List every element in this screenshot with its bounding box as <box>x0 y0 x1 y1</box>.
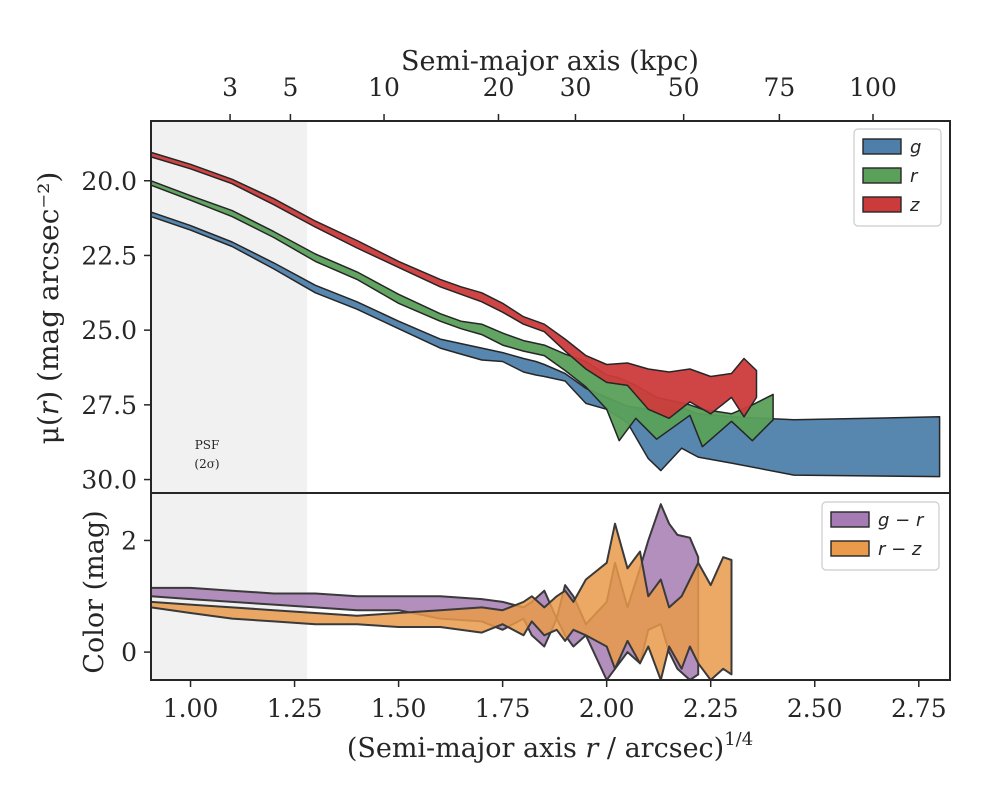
x-tick-label: 1.75 <box>475 694 531 723</box>
top-legend-label: g <box>910 137 921 158</box>
kpc-tick-label: 30 <box>560 73 592 102</box>
x-axis-label: (Semi-major axis r / arcsec)1/4 <box>347 729 753 764</box>
y-tick-label: 27.5 <box>81 391 137 420</box>
kpc-tick-label: 10 <box>368 73 400 102</box>
bottom-legend-swatch <box>830 540 870 557</box>
top-kpc-ticks: 3 5 10 20 30 50 75 100 <box>222 73 897 121</box>
bottom-x-ticks: 1.00 1.25 1.50 1.75 2.00 2.25 2.50 2.75 <box>163 680 947 723</box>
band-g <box>150 211 941 478</box>
bottom-y-axis-label: Color (mag) <box>79 510 110 673</box>
bottom-y-ticks: 02 <box>121 526 151 667</box>
top-y-axis-label: μ(r) (mag arcsec⁻²) <box>32 172 65 445</box>
kpc-tick-label: 20 <box>483 73 515 102</box>
kpc-tick-label: 3 <box>222 73 238 102</box>
top-legend-swatch <box>862 138 902 155</box>
psf-region <box>151 121 308 493</box>
bottom-panel-frame <box>150 492 951 681</box>
top-legend-label: r <box>910 166 919 187</box>
x-tick-label: 2.75 <box>891 694 947 723</box>
kpc-tick-label: 75 <box>763 73 795 102</box>
psf-label-line2: (2σ) <box>194 457 219 471</box>
x-tick-label: 2.50 <box>787 694 843 723</box>
bottom-series-group <box>150 503 733 681</box>
color-y-tick-label: 2 <box>121 526 137 555</box>
y-tick-label: 30.0 <box>81 466 137 495</box>
kpc-tick-label: 5 <box>282 73 298 102</box>
color-y-tick-label: 0 <box>121 638 137 667</box>
y-tick-label: 22.5 <box>81 241 137 270</box>
bottom-legend-label: g − r <box>878 510 925 531</box>
psf-label-line1: PSF <box>195 438 220 452</box>
top-series-group <box>150 151 941 478</box>
x-tick-label: 1.00 <box>163 694 219 723</box>
x-tick-label: 2.25 <box>683 694 739 723</box>
bottom-legend-swatch <box>830 511 870 528</box>
kpc-tick-label: 100 <box>849 73 897 102</box>
top-legend-label: z <box>909 195 920 216</box>
x-tick-label: 2.00 <box>579 694 635 723</box>
top-y-ticks: 20.0 22.5 25.0 27.5 30.0 <box>81 167 151 495</box>
top-axis-label: Semi-major axis (kpc) <box>401 46 699 77</box>
bottom-panel: 02 1.00 1.25 1.50 1.75 2.00 2.25 2.50 2.75 Colo… <box>79 492 951 723</box>
kpc-tick-label: 50 <box>668 73 700 102</box>
psf-region-bottom <box>151 493 308 680</box>
top-legend: grz <box>853 128 942 227</box>
bottom-legend-label: r − z <box>878 539 922 560</box>
x-tick-label: 1.25 <box>267 694 323 723</box>
top-legend-swatch <box>862 167 902 184</box>
y-tick-label: 25.0 <box>81 316 137 345</box>
top-panel: PSF (2σ) 20.0 22.5 25.0 27.5 30.0 3 5 10 20 30 50… <box>32 46 951 495</box>
band-r−z <box>150 522 733 681</box>
y-tick-label: 20.0 <box>81 167 137 196</box>
band-z <box>150 151 758 420</box>
bottom-legend: g − r r − z <box>821 501 940 571</box>
x-tick-label: 1.50 <box>371 694 427 723</box>
top-legend-swatch <box>862 196 902 213</box>
